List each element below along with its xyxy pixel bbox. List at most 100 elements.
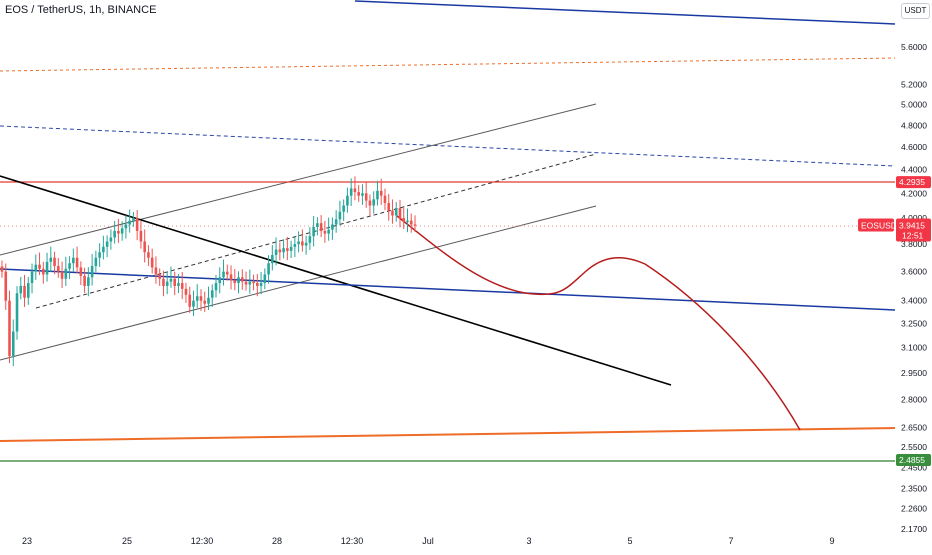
candle-body — [312, 227, 315, 237]
candle-body — [304, 242, 308, 246]
candle-body — [316, 223, 319, 228]
candle-body — [109, 237, 113, 242]
candles — [0, 176, 417, 367]
price-tick-label: 4.2000 — [901, 188, 927, 198]
candle-body — [49, 257, 53, 262]
projection-curve[interactable] — [396, 215, 801, 431]
time-tick-label: Jul — [422, 536, 434, 546]
price-tick-label: 2.8000 — [901, 394, 927, 404]
support-price-badge — [896, 453, 931, 466]
black-trendline[interactable] — [0, 175, 672, 386]
candle-body — [394, 208, 398, 216]
price-tick-label: 5.6000 — [901, 42, 927, 52]
price-tick-label: 4.4000 — [901, 165, 927, 175]
candle-body — [57, 266, 60, 272]
candle-body — [334, 219, 338, 225]
candle-body — [87, 277, 90, 286]
candle-body — [319, 223, 323, 231]
time-axis[interactable]: 23 25 12:30 28 12:30 Jul 3 5 7 9 — [22, 536, 835, 546]
candle-body — [34, 264, 38, 272]
candle-body — [214, 283, 218, 291]
candle-body — [102, 246, 105, 253]
candle-body — [0, 266, 4, 272]
candle-body — [128, 220, 131, 225]
candle-body — [147, 252, 150, 258]
candle-body — [165, 281, 169, 286]
price-tick-label: 2.9500 — [901, 368, 927, 378]
candle-body — [271, 254, 274, 264]
price-tick-label: 2.4500 — [901, 462, 927, 472]
candle-body — [79, 267, 83, 276]
time-tick-label: 12:30 — [341, 536, 364, 546]
price-axis[interactable]: 5.6000 5.2000 5.0000 4.8000 4.6000 4.4000 4.20… — [895, 0, 932, 534]
candle-body — [199, 296, 203, 301]
candle-body — [252, 281, 255, 284]
price-tick-label: 3.6000 — [901, 267, 927, 277]
currency-button[interactable]: USDT — [901, 3, 930, 19]
candle-body — [387, 203, 391, 211]
candle-body — [218, 277, 222, 284]
orange-support-line[interactable] — [0, 427, 896, 442]
candle-body — [274, 249, 278, 255]
candle-body — [368, 200, 372, 206]
candle-body — [338, 211, 342, 220]
candle-body — [139, 230, 143, 242]
price-tick-label: 5.2000 — [901, 80, 927, 90]
candle-body — [289, 246, 293, 251]
candle-body — [180, 283, 184, 289]
candle-body — [297, 241, 300, 245]
candle-body — [4, 271, 8, 301]
candle-body — [38, 264, 41, 269]
candle-body — [105, 241, 109, 247]
candle-body — [286, 248, 289, 251]
channel-middle-line[interactable] — [35, 153, 597, 309]
candle-body — [327, 229, 330, 234]
candle-body — [225, 271, 229, 275]
drawing-tools[interactable] — [0, 0, 896, 462]
candle-body — [135, 218, 139, 231]
blue-dashed-line[interactable] — [0, 125, 896, 167]
candle-countdown: 12:51 — [902, 231, 924, 241]
candle-body — [42, 268, 45, 275]
candle-body — [229, 274, 233, 281]
candle-body — [342, 205, 345, 212]
candle-body — [259, 283, 263, 286]
price-axis-bg — [895, 0, 932, 532]
blue-support-line[interactable] — [0, 268, 896, 311]
resistance-price-badge — [896, 176, 931, 189]
candle-body — [98, 252, 101, 258]
blue-trendline-top[interactable] — [354, 0, 896, 25]
price-tick-label: 3.8000 — [901, 239, 927, 249]
last-price-value: 3.9415 — [899, 221, 925, 231]
time-tick-label: 28 — [272, 536, 282, 546]
candle-body — [391, 210, 394, 216]
candle-body — [143, 241, 146, 253]
price-tick-label: 2.5500 — [901, 442, 927, 452]
orange-dotted-line[interactable] — [0, 57, 896, 72]
price-tick-label: 4.8000 — [901, 120, 927, 130]
price-tick-label: 2.2600 — [901, 503, 927, 513]
candle-body — [15, 293, 19, 332]
candle-body — [308, 236, 312, 243]
candle-body — [169, 278, 173, 282]
candle-body — [293, 244, 297, 247]
price-tick-label: 4.0000 — [901, 213, 927, 223]
channel-upper-line[interactable] — [0, 103, 597, 256]
symbol-badge — [858, 218, 894, 232]
candle-body — [357, 192, 360, 196]
candle-body — [132, 218, 135, 221]
candle-body — [150, 257, 154, 268]
price-tick-label: 3.4000 — [901, 296, 927, 306]
candle-body — [162, 278, 165, 286]
candle-body — [207, 297, 210, 304]
candle-body — [195, 296, 199, 301]
price-tick-label: 2.3500 — [901, 483, 927, 493]
time-tick-label: 25 — [122, 536, 132, 546]
candle-body — [372, 199, 375, 206]
candle-body — [45, 261, 49, 275]
price-tick-label: 5.0000 — [901, 100, 927, 110]
